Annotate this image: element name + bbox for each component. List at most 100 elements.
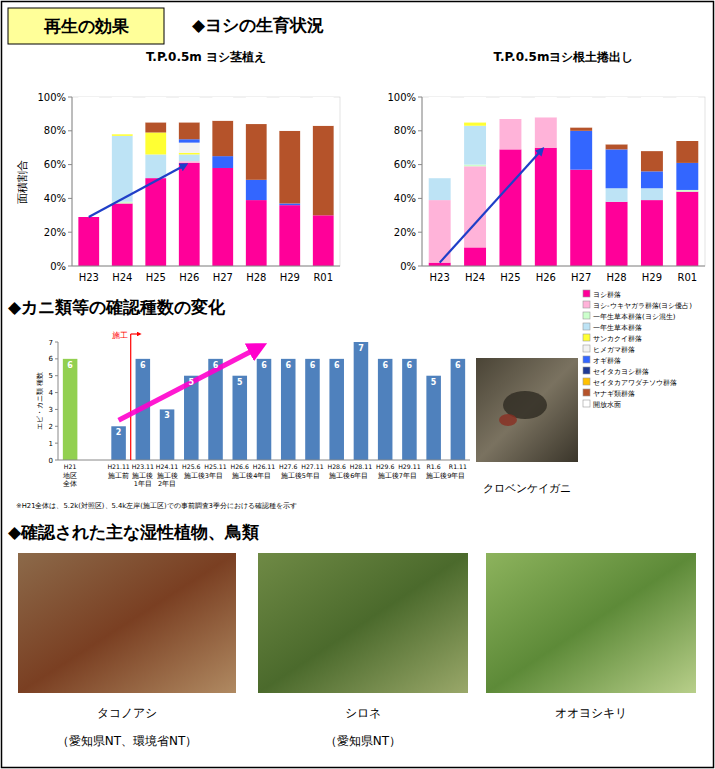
bar-segment — [145, 178, 166, 266]
photo-note: （愛知県NT、環境省NT） — [57, 734, 198, 748]
x-tick-label: H24 — [112, 272, 132, 283]
x-tick-label: H27.6 — [279, 463, 297, 470]
bar — [111, 426, 126, 460]
group-label: 施工後7年目 — [378, 472, 417, 480]
bar-segment — [641, 97, 663, 151]
x-tick-label: H26.6 — [231, 463, 249, 470]
bar-segment — [499, 97, 521, 119]
y-tick — [68, 266, 72, 267]
legend-label: ヒメガマ群落 — [593, 346, 635, 354]
bar-segment — [313, 126, 334, 216]
y-tick — [418, 198, 422, 199]
y-tick — [55, 342, 58, 343]
x-tick-label: R01 — [677, 272, 697, 283]
stacked-chart-0: T.P.0.5m ヨシ茎植え0%20%40%60%80%100%H23H24H2… — [16, 50, 340, 283]
bar — [184, 376, 199, 460]
legend-label: ヤナギ類群落 — [593, 390, 635, 398]
legend-label: セイタカアワダチソウ群落 — [593, 379, 677, 387]
group-label-line: 施工後 — [157, 472, 178, 480]
data-label: 2 — [116, 428, 122, 437]
y-tick-label: 40% — [44, 193, 66, 204]
plot-area — [72, 97, 340, 266]
group-label: 施工前 — [108, 472, 129, 480]
y-tick — [68, 198, 72, 199]
group-label-line: 1年目 — [134, 480, 152, 488]
group-label: 施工後1年目 — [132, 472, 153, 488]
header: 再生の効果 — [43, 16, 130, 36]
bar-segment — [606, 188, 628, 202]
data-label: 5 — [237, 378, 243, 387]
y-axis-title: エビ・カニ類 種数 — [36, 372, 44, 430]
y-tick — [418, 266, 422, 267]
bar — [354, 342, 369, 460]
y-tick — [55, 375, 58, 376]
legend-label: オギ群落 — [593, 357, 621, 365]
bar — [426, 376, 441, 460]
x-tick-label: H28.11 — [350, 463, 372, 470]
bar-segment — [676, 190, 698, 192]
x-tick-label: H25.11 — [204, 463, 226, 470]
bar-segment — [499, 119, 521, 149]
x-tick-label: H23 — [430, 272, 450, 283]
legend-label: ヨシ群落 — [593, 291, 621, 299]
photo-panel: シロネ（愛知県NT） — [258, 553, 468, 748]
y-tick-label: 4 — [49, 389, 54, 397]
bar-segment — [464, 126, 486, 165]
y-tick-label: 20% — [44, 227, 66, 238]
y-tick-label: 20% — [394, 227, 416, 238]
bar — [257, 359, 272, 460]
bar-segment — [145, 154, 166, 178]
y-axis — [422, 97, 423, 266]
bar-segment — [179, 161, 200, 163]
legend-label: 一年生草本群落 — [593, 324, 642, 332]
x-tick-label: H28 — [606, 272, 626, 283]
data-label: 6 — [140, 361, 146, 370]
bars — [78, 97, 333, 266]
bar-segment — [606, 97, 628, 144]
bar-segment — [212, 97, 233, 121]
group-label-line: 施工後3年目 — [184, 472, 223, 480]
group-label: 施工後6年目 — [329, 472, 368, 480]
group-label-line: 施工後5年目 — [281, 472, 320, 480]
bar-segment — [279, 131, 300, 204]
data-label: 6 — [285, 361, 291, 370]
bar-segment — [535, 97, 557, 117]
bar-segment — [179, 97, 200, 122]
data-label: 6 — [382, 361, 388, 370]
bar-segment — [570, 170, 592, 266]
bar-segment — [676, 192, 698, 266]
page-frame — [2, 2, 714, 768]
bar-segment — [246, 124, 267, 180]
group-label-line: 地区 — [62, 472, 77, 480]
bar-segment — [464, 166, 486, 247]
trend-arrow — [440, 150, 542, 263]
bar-segment — [641, 171, 663, 188]
bar-segment — [464, 165, 486, 167]
bar-segment — [641, 200, 663, 266]
bar — [378, 359, 393, 460]
bar-segment — [464, 97, 486, 122]
photo-detail — [499, 414, 517, 426]
bar — [160, 409, 175, 460]
y-tick — [55, 426, 58, 427]
legend-swatch — [583, 367, 590, 374]
y-tick — [55, 392, 58, 393]
bar-segment — [179, 139, 200, 142]
bar-segment — [145, 97, 166, 122]
x-axis — [72, 266, 340, 267]
y-tick-label: 6 — [49, 355, 54, 363]
bar-segment — [145, 122, 166, 132]
group-label-line: 2年目 — [158, 480, 176, 488]
bar-segment — [641, 188, 663, 200]
photo-caption: タコノアシ — [97, 706, 157, 720]
x-tick-label: H26 — [179, 272, 199, 283]
x-tick-label: H26 — [536, 272, 556, 283]
bar-segment — [179, 163, 200, 266]
y-tick — [55, 460, 58, 461]
bar-segment — [246, 180, 267, 200]
data-label: 5 — [431, 378, 437, 387]
y-tick-label: 2 — [49, 423, 53, 431]
bar — [232, 376, 247, 460]
x-tick-label: H27 — [213, 272, 233, 283]
x-tick-label: H21.11 — [107, 463, 129, 470]
